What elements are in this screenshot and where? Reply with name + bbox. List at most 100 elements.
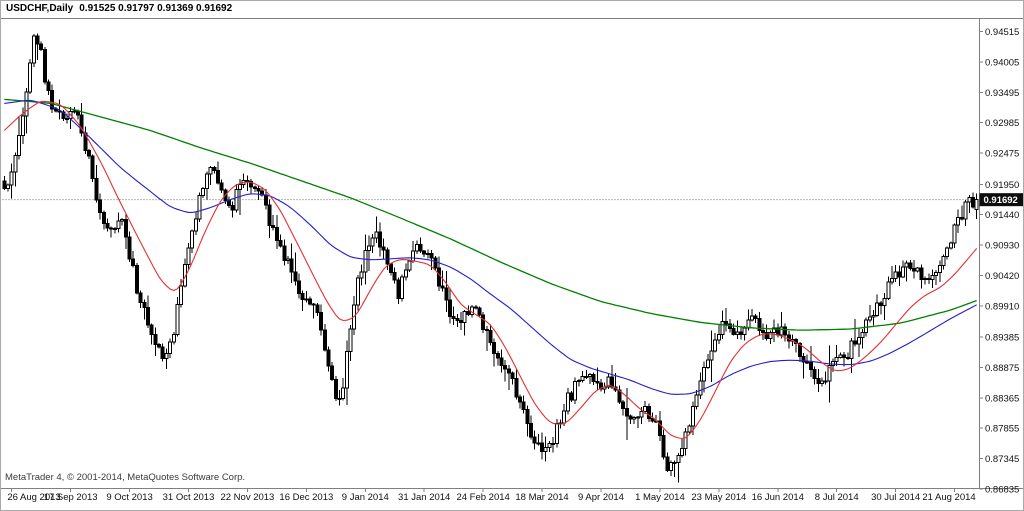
candle-body <box>87 150 92 157</box>
candle-body <box>974 199 979 211</box>
candle-body <box>587 373 592 378</box>
candle-body <box>598 382 603 390</box>
candle-body <box>705 359 710 369</box>
candle-body <box>459 320 464 323</box>
candle-body <box>521 401 526 411</box>
chart-ohlc-quotes: 0.91525 0.91797 0.91369 0.91692 <box>79 3 233 14</box>
candle-body <box>436 267 441 287</box>
candle-body <box>816 378 821 385</box>
candle-body <box>17 135 22 156</box>
candle-body <box>930 275 935 281</box>
candle-body <box>591 373 596 382</box>
candle-body <box>285 258 290 261</box>
candle-body <box>606 376 611 388</box>
candle-body <box>514 378 519 398</box>
candle-body <box>562 410 567 424</box>
candle-body <box>168 341 173 355</box>
candle-body <box>838 354 843 358</box>
candle-body <box>322 329 327 351</box>
candle-body <box>683 431 688 450</box>
time-axis-label: 8 Jul 2014 <box>815 492 859 503</box>
candle-body <box>341 387 346 399</box>
candle-body <box>764 332 769 339</box>
candle-body <box>797 342 802 358</box>
time-axis-label: 31 Oct 2013 <box>163 492 215 503</box>
time-axis-label: 1 May 2014 <box>635 492 685 503</box>
candle-body <box>569 392 574 401</box>
candle-body <box>923 277 928 281</box>
candle-body <box>418 243 423 252</box>
candlestick-series[interactable] <box>2 33 979 483</box>
time-axis-label: 9 Jan 2014 <box>342 492 389 503</box>
candle-body <box>249 180 254 188</box>
candle-body <box>864 319 869 334</box>
candle-body <box>698 380 703 396</box>
chart-symbol-timeframe: USDCHF,Daily <box>6 3 74 14</box>
candle-body <box>492 342 497 354</box>
candle-body <box>296 280 301 295</box>
candle-body <box>326 349 331 367</box>
candle-body <box>90 155 95 179</box>
candle-body <box>234 189 239 211</box>
candle-body <box>919 267 924 281</box>
ma-line-medium <box>4 99 977 395</box>
candle-body <box>731 328 736 335</box>
candle-body <box>668 462 673 471</box>
candle-body <box>348 328 353 352</box>
candle-body <box>687 425 692 433</box>
candle-body <box>639 410 644 418</box>
candle-body <box>716 334 721 341</box>
price-axis-label: 0.89385 <box>985 333 1019 344</box>
candle-body <box>256 187 261 192</box>
candle-body <box>945 247 950 258</box>
candle-body <box>215 169 220 184</box>
candle-body <box>378 231 383 248</box>
candle-body <box>392 272 397 281</box>
candle-body <box>230 204 235 211</box>
candle-body <box>304 298 309 301</box>
candle-body <box>50 89 55 110</box>
candle-body <box>444 287 449 301</box>
candle-body <box>610 376 615 388</box>
candle-body <box>366 245 371 251</box>
candle-body <box>694 394 699 408</box>
candle-body <box>201 188 206 197</box>
candle-body <box>742 327 747 336</box>
candle-body <box>702 367 707 382</box>
candle-body <box>355 277 360 306</box>
candle-body <box>536 442 541 445</box>
candle-body <box>547 442 552 448</box>
candle-body <box>761 329 766 334</box>
candle-body <box>956 217 961 226</box>
candle-body <box>271 224 276 228</box>
candle-body <box>853 340 858 345</box>
current-price-tag: 0.91692 <box>979 193 1023 207</box>
candle-body <box>517 396 522 403</box>
candle-body <box>440 285 445 289</box>
candle-body <box>109 227 114 230</box>
candle-body <box>274 226 279 241</box>
candle-body <box>779 326 784 336</box>
candle-body <box>529 422 534 438</box>
candle-body <box>709 350 714 361</box>
candle-body <box>451 315 456 320</box>
candle-body <box>753 315 758 319</box>
candle-body <box>672 462 677 465</box>
candle-body <box>42 49 47 83</box>
candle-body <box>175 304 180 336</box>
candle-body <box>635 416 640 419</box>
candle-body <box>650 418 655 422</box>
candle-body <box>76 110 81 116</box>
candle-body <box>473 306 478 309</box>
candle-body <box>484 329 489 332</box>
candle-body <box>197 195 202 220</box>
candle-body <box>35 35 40 45</box>
candle-body <box>39 43 44 51</box>
time-axis-label: 18 Mar 2014 <box>515 492 568 503</box>
price-axis[interactable]: 0.94515 0.94005 0.93495 0.92985 0.92475 0.919… <box>979 27 1020 496</box>
candle-body <box>551 442 556 445</box>
candle-body <box>160 346 165 360</box>
candle-body <box>543 446 548 452</box>
